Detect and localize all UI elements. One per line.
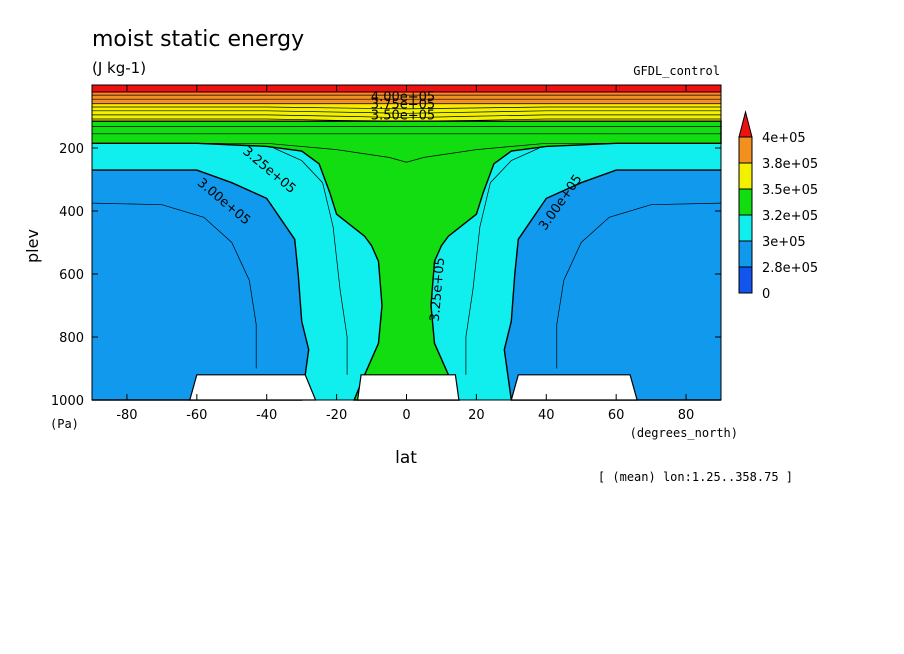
contour-label: 3.25e+05: [428, 257, 449, 322]
colorbar-label: 0: [762, 287, 770, 302]
topography-mask: [510, 374, 638, 401]
contour-label: 3.50e+05: [371, 109, 435, 124]
colorbar: 4e+05 3.8e+05 3.5e+05 3.2e+05 3e+05 2.8e+05 0: [738, 110, 818, 302]
contour-fill-blue-left: [92, 170, 309, 400]
footnote: [ (mean) lon:1.25..358.75 ]: [598, 470, 793, 484]
x-tick-label: 40: [538, 408, 555, 423]
contour-line: [465, 147, 540, 375]
topography-mask: [356, 374, 460, 401]
y-axis: 1000 800 600 400 200: [51, 142, 721, 409]
y-tick-label: 400: [59, 205, 84, 220]
chart-units: (J kg-1): [92, 59, 146, 77]
x-axis: -80 -60 -40 -20 0 20 40 60 80: [116, 85, 694, 423]
x-tick-label: 20: [468, 408, 485, 423]
contour-line: [92, 142, 721, 163]
y-tick-label: 1000: [51, 394, 84, 409]
contour-line: [92, 114, 721, 119]
y-axis-label: plev: [23, 229, 42, 263]
contour-fill-yellow: [92, 104, 721, 122]
x-axis-label: lat: [395, 448, 417, 468]
contour-label: 3.75e+05: [371, 98, 435, 113]
colorbar-label: 3e+05: [762, 235, 806, 250]
contour-line: [273, 147, 348, 375]
colorbar-arrow-top: [738, 110, 753, 138]
colorbar-label: 3.5e+05: [762, 183, 818, 198]
y-tick-label: 600: [59, 268, 84, 283]
x-tick-label: -80: [116, 408, 137, 423]
x-tick-label: -40: [256, 408, 277, 423]
x-tick-label: 60: [608, 408, 625, 423]
colorbar-swatch: [738, 162, 753, 190]
colorbar-swatch: [738, 136, 753, 164]
colorbar-label: 4e+05: [762, 131, 806, 146]
x-axis-units: (degrees_north): [630, 426, 738, 440]
contour-line: [92, 110, 721, 114]
colorbar-label: 3.8e+05: [762, 157, 818, 172]
y-tick-label: 800: [59, 331, 84, 346]
contour-fill-green: [92, 121, 721, 400]
x-tick-label: -20: [326, 408, 347, 423]
plot-area: 4.00e+053.75e+053.50e+053.25e+053.00e+05…: [91, 85, 722, 401]
y-tick-label: 200: [59, 142, 84, 157]
contour-fill-blue-right: [504, 170, 721, 400]
x-tick-label: -60: [186, 408, 207, 423]
colorbar-swatch: [738, 214, 753, 242]
colorbar-swatch: [738, 240, 753, 268]
contour-line: [91, 202, 257, 369]
y-axis-units: (Pa): [50, 417, 79, 431]
colorbar-swatch: [738, 188, 753, 216]
x-tick-label: 80: [678, 408, 695, 423]
contour-label: 4.00e+05: [371, 90, 435, 105]
chart-title: moist static energy: [92, 27, 304, 52]
contour-boundary-blue-right: [503, 169, 721, 401]
colorbar-label: 2.8e+05: [762, 261, 818, 276]
x-tick-label: 0: [402, 408, 410, 423]
contour-fill-orange: [92, 92, 721, 105]
contour-line: [92, 118, 721, 122]
colorbar-swatch: [738, 266, 753, 294]
topography-mask: [189, 374, 317, 401]
contour-line: [92, 106, 721, 110]
dataset-label: GFDL_control: [633, 64, 720, 78]
contour-line: [556, 202, 722, 369]
colorbar-label: 3.2e+05: [762, 209, 818, 224]
